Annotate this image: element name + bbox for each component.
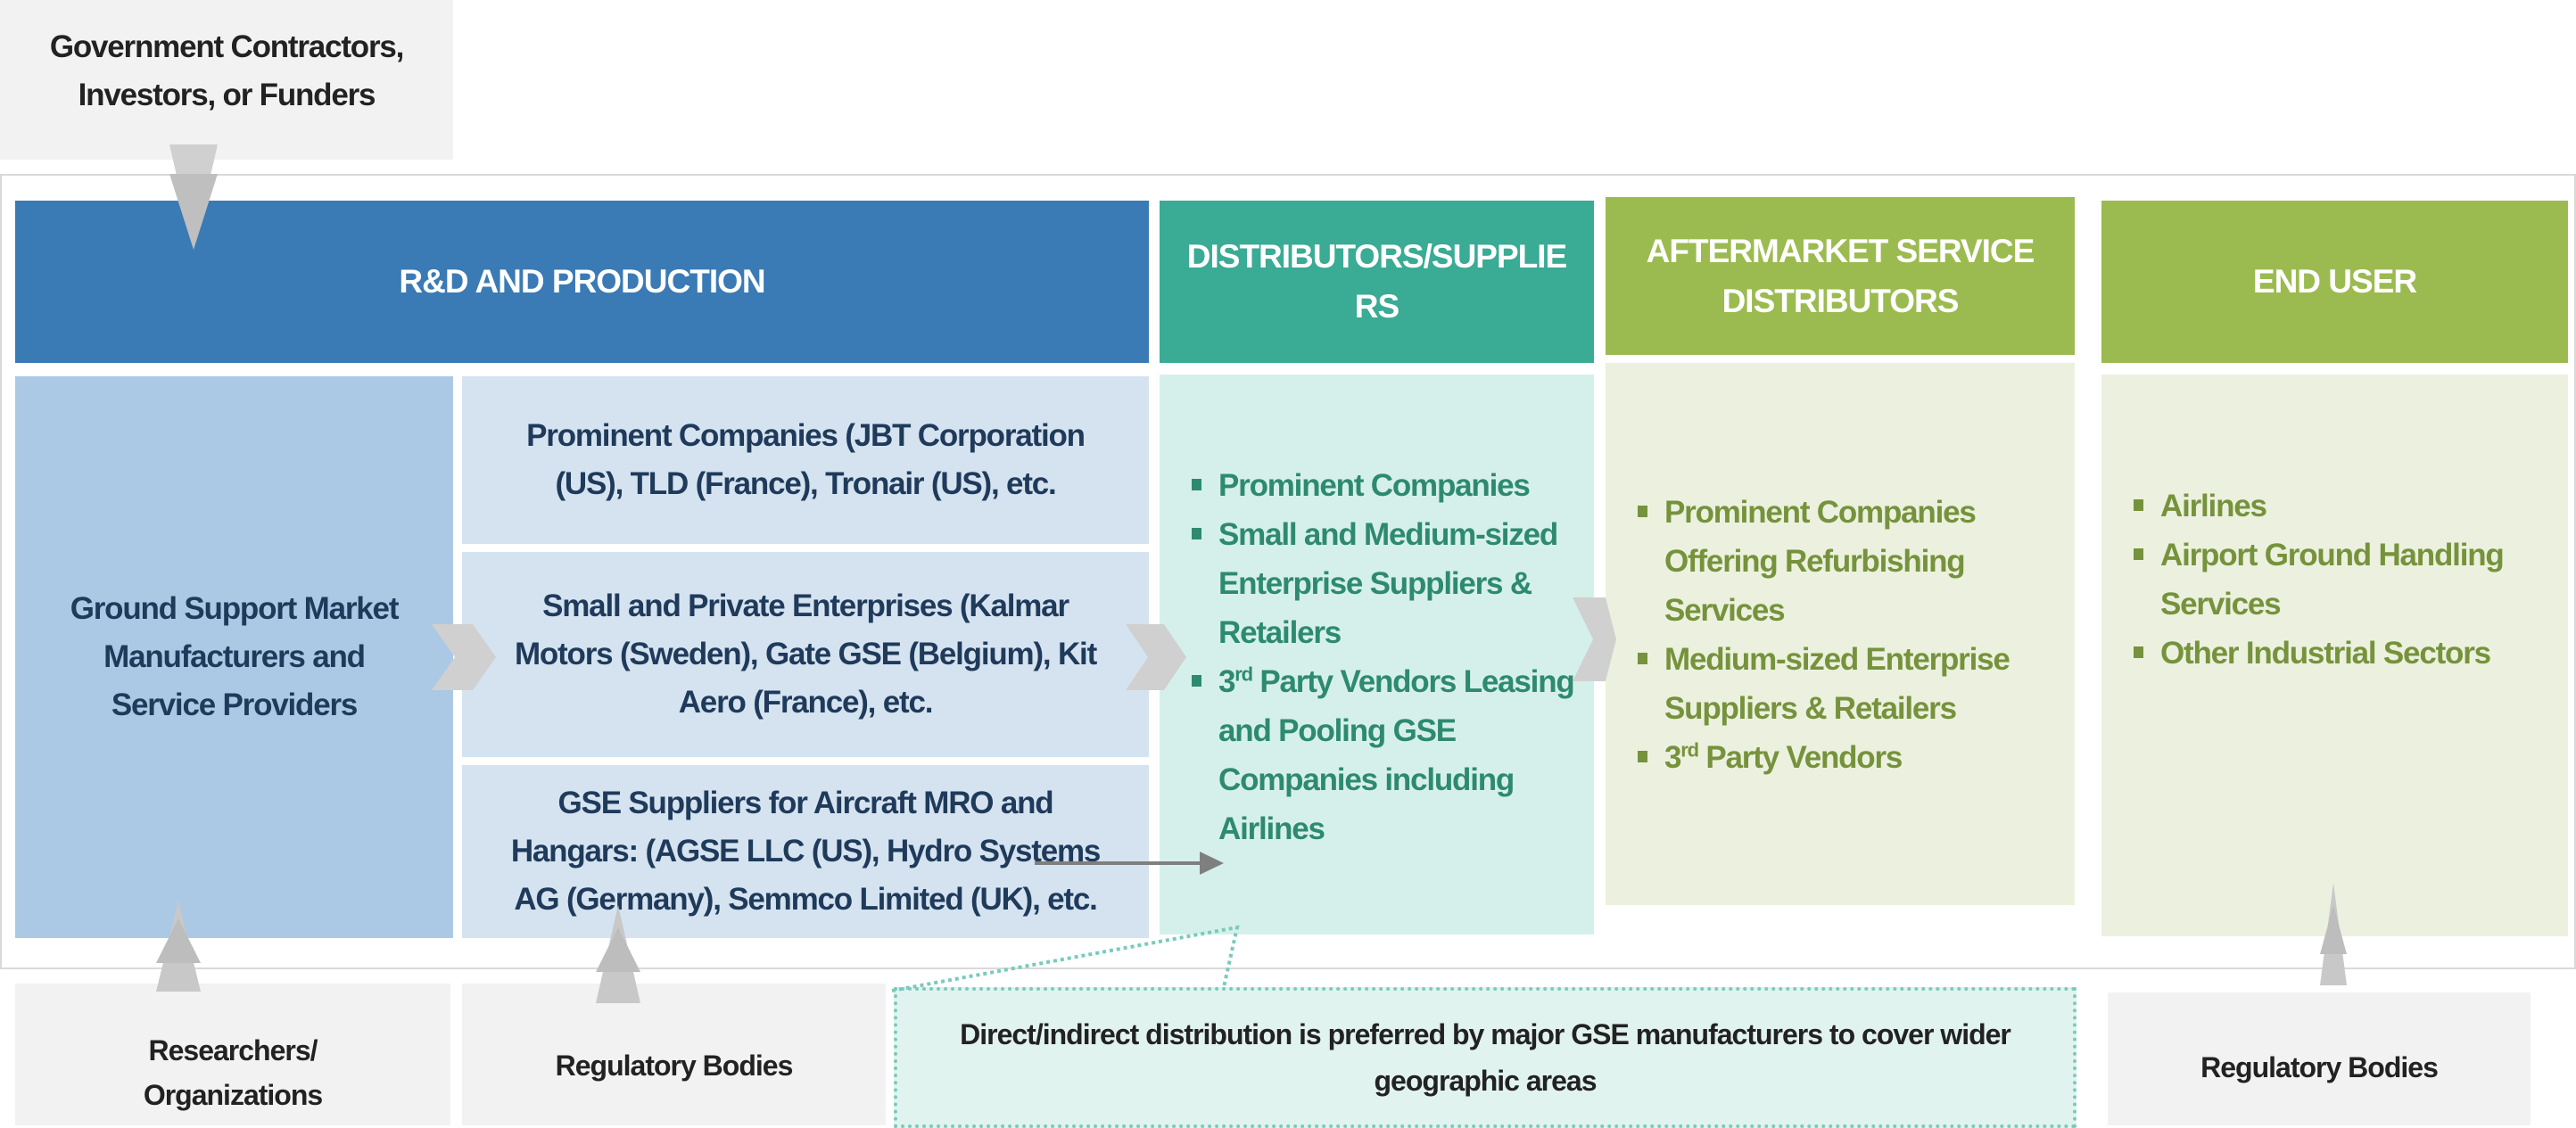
researchers-label: Researchers/ Organizations — [143, 1033, 323, 1111]
aftermarket-header-label: AFTERMARKET SERVICE DISTRIBUTORS — [1646, 232, 2035, 319]
regulatory-right-box: Regulatory Bodies — [2108, 992, 2531, 1125]
funders-label: Government Contractors, Investors, or Fu… — [49, 29, 405, 112]
list-item: Prominent Companies — [1192, 461, 1576, 510]
item-text: Airlines — [2160, 489, 2267, 523]
regulatory-left-label: Regulatory Bodies — [555, 1049, 794, 1082]
item-text: 3 — [1218, 664, 1235, 699]
item-sup: rd — [1680, 738, 1699, 762]
square-bullet-icon — [1638, 751, 1647, 762]
aftermarket-list: Prominent Companies Offering Refurbishin… — [1638, 488, 2057, 782]
square-bullet-icon — [2134, 499, 2143, 511]
regulatory-right-label: Regulatory Bodies — [2200, 1051, 2439, 1083]
end-user-header: END USER — [2101, 201, 2568, 363]
item-text: 3 — [1664, 740, 1681, 775]
square-bullet-icon — [2134, 548, 2143, 560]
diagram-frame — [0, 174, 2576, 969]
aftermarket-header: AFTERMARKET SERVICE DISTRIBUTORS — [1606, 197, 2075, 355]
item-text: Prominent Companies — [1218, 468, 1531, 503]
rd-row-prominent: Prominent Companies (JBT Corporation (US… — [462, 376, 1149, 544]
end-user-box: Airlines Airport Ground Handling Service… — [2101, 375, 2568, 936]
distribution-note: Direct/indirect distribution is preferre… — [894, 987, 2076, 1128]
funders-box: Government Contractors, Investors, or Fu… — [0, 0, 453, 160]
item-text: Party Vendors — [1697, 740, 1903, 775]
square-bullet-icon — [1638, 653, 1647, 664]
square-bullet-icon — [1192, 479, 1201, 490]
rd-row-label: Prominent Companies (JBT Corporation (US… — [526, 418, 1086, 501]
distribution-note-label: Direct/indirect distribution is preferre… — [960, 1018, 2011, 1097]
distributors-box: Prominent Companies Small and Medium-siz… — [1160, 375, 1594, 935]
list-item: Medium-sized Enterprise Suppliers & Reta… — [1638, 635, 2057, 733]
end-user-header-label: END USER — [2252, 263, 2417, 300]
rd-row-label: GSE Suppliers for Aircraft MRO and Hanga… — [510, 786, 1102, 917]
item-text: Small and Medium-sized Enterprise Suppli… — [1218, 517, 1558, 650]
distributors-list: Prominent Companies Small and Medium-siz… — [1192, 461, 1576, 853]
distributors-header-label: DISTRIBUTORS/SUPPLIE RS — [1186, 238, 1567, 325]
list-item: Other Industrial Sectors — [2134, 629, 2550, 678]
item-sup: rd — [1234, 663, 1253, 686]
item-text: Party Vendors Leasing and Pooling GSE Co… — [1218, 664, 1575, 846]
square-bullet-icon — [1192, 528, 1201, 539]
list-item: 3rd Party Vendors Leasing and Pooling GS… — [1192, 657, 1576, 853]
list-item: 3rd Party Vendors — [1638, 733, 2057, 782]
end-user-list: Airlines Airport Ground Handling Service… — [2134, 482, 2550, 678]
item-text: Medium-sized Enterprise Suppliers & Reta… — [1664, 642, 2010, 726]
researchers-box: Researchers/ Organizations — [15, 984, 450, 1125]
rd-left-label: Ground Support Market Manufacturers and … — [70, 591, 400, 722]
rd-row-small-private: Small and Private Enterprises (Kalmar Mo… — [462, 552, 1149, 757]
item-text: Other Industrial Sectors — [2160, 636, 2491, 671]
regulatory-left-box: Regulatory Bodies — [462, 984, 886, 1125]
list-item: Prominent Companies Offering Refurbishin… — [1638, 488, 2057, 635]
rd-row-label: Small and Private Enterprises (Kalmar Mo… — [514, 589, 1097, 720]
square-bullet-icon — [1638, 506, 1647, 517]
list-item: Airport Ground Handling Services — [2134, 531, 2550, 629]
item-text: Airport Ground Handling Services — [2160, 538, 2505, 622]
list-item: Small and Medium-sized Enterprise Suppli… — [1192, 510, 1576, 657]
rd-header: R&D AND PRODUCTION — [15, 201, 1149, 363]
rd-row-gse-suppliers: GSE Suppliers for Aircraft MRO and Hanga… — [462, 765, 1149, 938]
item-text: Prominent Companies Offering Refurbishin… — [1664, 495, 1977, 628]
list-item: Airlines — [2134, 482, 2550, 531]
rd-header-label: R&D AND PRODUCTION — [399, 263, 765, 300]
square-bullet-icon — [1192, 675, 1201, 687]
rd-left-box: Ground Support Market Manufacturers and … — [15, 376, 453, 938]
square-bullet-icon — [2134, 646, 2143, 658]
aftermarket-box: Prominent Companies Offering Refurbishin… — [1606, 363, 2075, 905]
distributors-header: DISTRIBUTORS/SUPPLIE RS — [1160, 201, 1594, 363]
